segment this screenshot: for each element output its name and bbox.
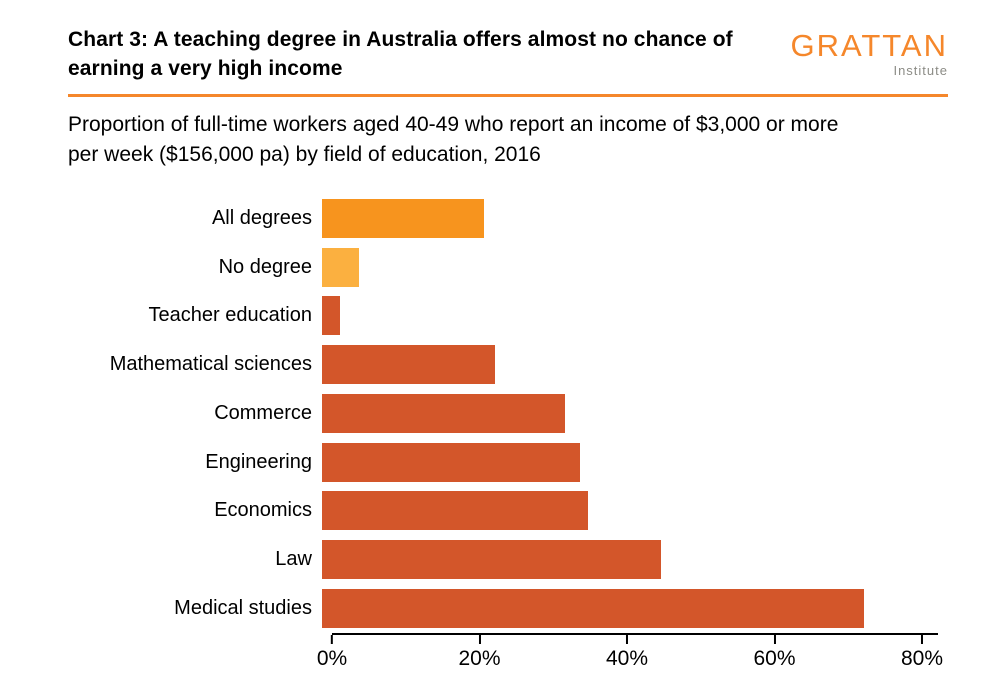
chart-row: No degree — [68, 243, 960, 292]
bar — [322, 198, 485, 238]
bar — [322, 393, 566, 433]
chart-row: Economics — [68, 487, 960, 536]
grattan-logo-subtext: Institute — [893, 63, 948, 78]
x-tick: 20% — [458, 634, 501, 671]
bar-track — [322, 540, 912, 580]
x-tick-mark — [478, 634, 481, 644]
category-label: All degrees — [211, 206, 312, 229]
x-tick: 40% — [605, 634, 649, 671]
x-tick-label: 40% — [605, 646, 649, 670]
bar-track — [322, 393, 912, 433]
x-tick-mark — [626, 634, 628, 644]
x-tick-mark — [773, 634, 776, 644]
category-label: Teacher education — [148, 304, 312, 327]
x-tick-label: 60% — [753, 646, 796, 670]
bar — [322, 247, 359, 287]
x-tick: 0% — [316, 634, 348, 671]
x-axis-ticks: 0% 20% 40% 60% 80% — [317, 634, 943, 677]
bar — [322, 345, 496, 385]
x-tick: 60% — [753, 634, 796, 671]
x-tick-label: 80% — [900, 646, 944, 670]
bar — [322, 589, 865, 629]
bar-track — [322, 296, 912, 336]
bar — [322, 442, 581, 482]
x-tick-label: 0% — [316, 646, 348, 670]
grattan-logo-text: GRATTAN — [790, 28, 948, 63]
bar — [322, 491, 588, 531]
x-tick-mark — [921, 634, 923, 644]
chart-row: Commerce — [68, 389, 960, 438]
x-tick: 80% — [900, 634, 944, 671]
chart-row: Mathematical sciences — [68, 340, 960, 389]
chart-row: Teacher education — [68, 291, 960, 340]
bar — [322, 296, 341, 336]
category-label: Medical studies — [174, 597, 312, 620]
category-label: Commerce — [214, 401, 312, 424]
bar-track — [322, 589, 912, 629]
grattan-logo: GRATTAN Institute — [790, 30, 960, 78]
category-label: Engineering — [205, 450, 312, 473]
category-label: Law — [275, 548, 312, 571]
bar-track — [322, 198, 912, 238]
chart-row: Medical studies — [68, 584, 960, 633]
bar-chart: All degrees No degree Teacher education Mat… — [68, 194, 960, 677]
category-label: Economics — [214, 499, 312, 522]
category-label: No degree — [218, 255, 312, 278]
category-label: Mathematical sciences — [109, 353, 312, 376]
x-tick-mark — [330, 634, 333, 644]
bar-track — [322, 491, 912, 531]
chart-title: Chart 3: A teaching degree in Australia … — [68, 28, 733, 80]
x-axis: 0% 20% 40% 60% 80% — [317, 632, 960, 677]
header: Chart 3: A teaching degree in Australia … — [68, 26, 960, 84]
title-divider — [68, 93, 948, 97]
x-tick-label: 20% — [458, 646, 501, 670]
chart-rows: All degrees No degree Teacher education Mat… — [68, 194, 960, 633]
chart-subtitle: Proportion of full-time workers aged 40-… — [68, 112, 839, 167]
x-axis-line — [332, 632, 938, 635]
bar — [322, 540, 662, 580]
bar-track — [322, 442, 912, 482]
chart-row: Engineering — [68, 438, 960, 487]
chart-row: All degrees — [68, 194, 960, 243]
chart-row: Law — [68, 535, 960, 584]
bar-track — [322, 247, 912, 287]
bar-track — [322, 345, 912, 385]
